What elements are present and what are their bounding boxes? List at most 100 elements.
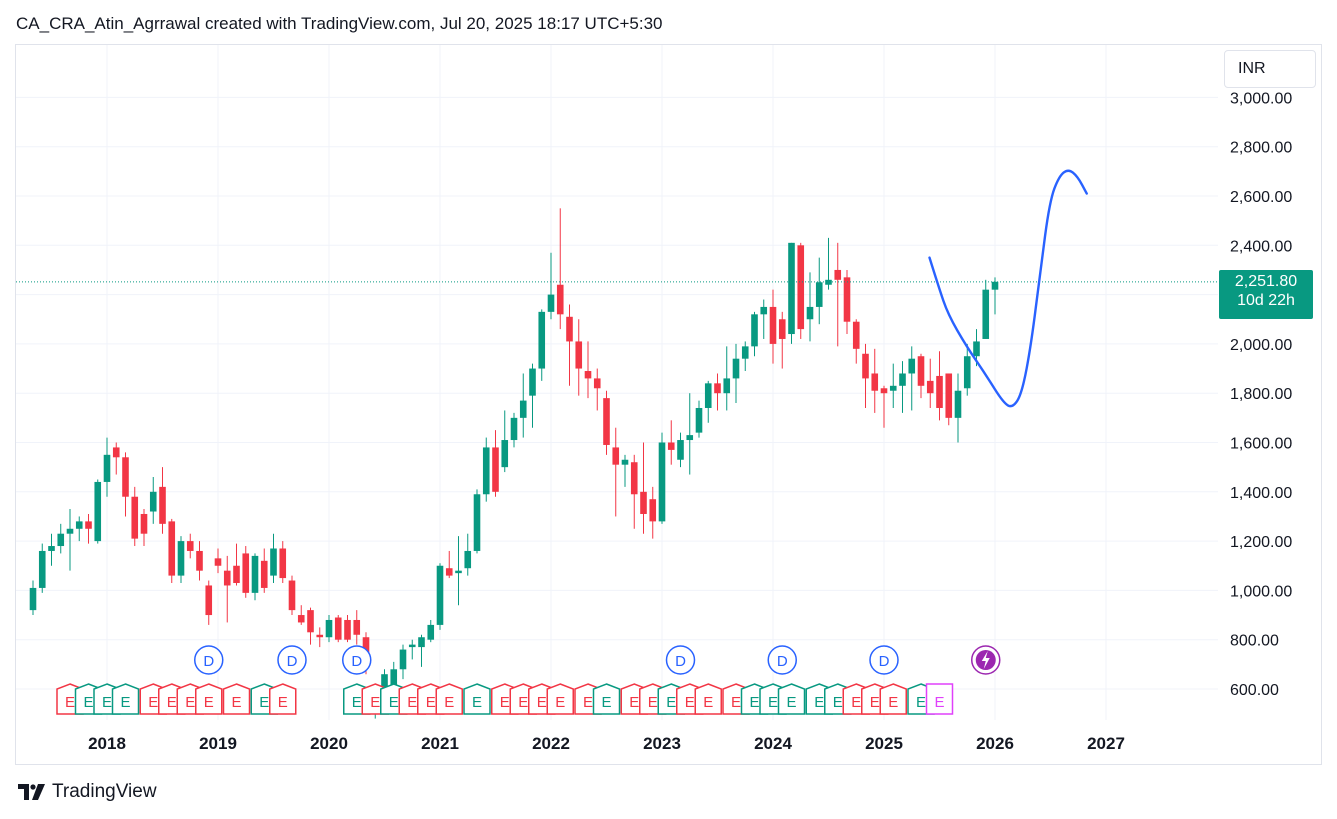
candle-body bbox=[741, 346, 749, 359]
candle bbox=[122, 452, 129, 517]
earnings-marker-shape bbox=[777, 683, 806, 715]
candle-body bbox=[621, 459, 629, 465]
candle bbox=[862, 343, 869, 408]
earnings-marker-label: E bbox=[352, 694, 362, 711]
candle-body bbox=[778, 319, 786, 339]
candle-body bbox=[603, 398, 610, 445]
y-tick-label: 1,400.00 bbox=[1230, 485, 1292, 502]
candle-body bbox=[695, 407, 703, 433]
y-tick-label: 1,600.00 bbox=[1230, 436, 1292, 453]
candle bbox=[510, 412, 518, 448]
x-tick-label: 2024 bbox=[754, 734, 792, 753]
candle-body bbox=[418, 637, 425, 648]
dividend-marker-label: D bbox=[351, 653, 362, 670]
earnings-marker-label: E bbox=[278, 694, 288, 711]
candle-body bbox=[455, 570, 462, 574]
candle-body bbox=[797, 245, 805, 330]
candle-body bbox=[94, 481, 102, 542]
candle-body bbox=[510, 417, 518, 441]
earnings-marker-label: E bbox=[518, 694, 528, 711]
candle bbox=[168, 518, 176, 584]
time-axis: 2018 2019 2020 2021 2022 2023 2024 2025 2026 2027 bbox=[88, 734, 1125, 753]
candle bbox=[806, 272, 814, 342]
candle-body bbox=[686, 435, 694, 441]
candle-body bbox=[871, 373, 879, 391]
candle bbox=[686, 393, 694, 475]
candle-body bbox=[575, 341, 583, 369]
x-tick-label: 2022 bbox=[532, 734, 570, 753]
candle-body bbox=[769, 306, 777, 344]
candle bbox=[732, 343, 740, 404]
dividend-marker-circle bbox=[767, 645, 797, 675]
earnings-marker-shape bbox=[925, 683, 954, 715]
candle-body bbox=[547, 294, 555, 312]
earnings-marker-label: E bbox=[102, 694, 112, 711]
candle bbox=[112, 442, 120, 475]
candle bbox=[66, 509, 74, 571]
candle bbox=[695, 400, 703, 438]
candle bbox=[57, 523, 65, 554]
chart-pane[interactable] bbox=[15, 44, 1322, 765]
candle bbox=[556, 208, 564, 330]
candle-body bbox=[630, 462, 638, 495]
candle-body bbox=[445, 568, 453, 576]
earnings-marker-icon: E bbox=[435, 683, 463, 715]
candle bbox=[140, 509, 148, 547]
candle bbox=[649, 486, 657, 539]
currency-button[interactable]: INR bbox=[1224, 50, 1316, 88]
candle bbox=[889, 363, 897, 408]
candle-body bbox=[233, 565, 240, 584]
earnings-marker-label: E bbox=[389, 694, 399, 711]
candle-body bbox=[288, 580, 296, 611]
candle bbox=[270, 533, 277, 584]
candle-body bbox=[936, 375, 943, 408]
candle-body bbox=[612, 447, 620, 465]
candle bbox=[982, 279, 990, 339]
dividend-marker-label: D bbox=[203, 653, 214, 670]
candle bbox=[797, 242, 805, 339]
earnings-marker-icon: E bbox=[463, 683, 491, 715]
candle bbox=[871, 348, 879, 413]
earnings-marker-icon: E bbox=[925, 683, 954, 715]
candle bbox=[408, 639, 416, 660]
earnings-marker-label: E bbox=[768, 694, 778, 711]
candle-body bbox=[390, 669, 398, 687]
y-tick-label: 600.00 bbox=[1230, 682, 1279, 699]
candle bbox=[473, 489, 481, 554]
earnings-marker-icon: E bbox=[879, 683, 907, 715]
earnings-marker-label: E bbox=[204, 694, 214, 711]
candle bbox=[954, 373, 962, 443]
earnings-marker-shape bbox=[694, 683, 722, 715]
candle-body bbox=[973, 341, 980, 357]
earnings-marker-label: E bbox=[888, 694, 898, 711]
earnings-marker-label: E bbox=[444, 694, 454, 711]
candle bbox=[177, 536, 185, 584]
candle bbox=[492, 430, 499, 497]
earnings-marker-label: E bbox=[934, 694, 944, 711]
candle-body bbox=[834, 269, 842, 280]
tradingview-brand[interactable]: TradingView bbox=[18, 781, 157, 803]
candle-body bbox=[316, 634, 324, 638]
earnings-marker-label: E bbox=[185, 694, 195, 711]
dividend-marker-label: D bbox=[777, 653, 788, 670]
candle bbox=[186, 533, 194, 559]
lightning-glyph bbox=[981, 651, 990, 669]
dividend-marker-label: D bbox=[675, 653, 686, 670]
candle-body bbox=[186, 541, 194, 551]
candle-body bbox=[640, 491, 647, 514]
x-tick-label: 2021 bbox=[421, 734, 459, 753]
earnings-marker-shape bbox=[195, 683, 223, 715]
candle-body bbox=[112, 447, 120, 458]
candle bbox=[584, 341, 592, 399]
candle-body bbox=[751, 314, 758, 347]
dividend-marker-circle bbox=[665, 645, 696, 675]
candle bbox=[159, 467, 166, 534]
x-tick-label: 2026 bbox=[976, 734, 1014, 753]
dividend-marker-label: D bbox=[879, 653, 890, 670]
candle-body bbox=[519, 400, 527, 418]
candle-body bbox=[658, 442, 666, 522]
dividend-marker-icon: D bbox=[277, 645, 307, 675]
candle bbox=[825, 237, 832, 290]
candle-body bbox=[85, 521, 92, 529]
